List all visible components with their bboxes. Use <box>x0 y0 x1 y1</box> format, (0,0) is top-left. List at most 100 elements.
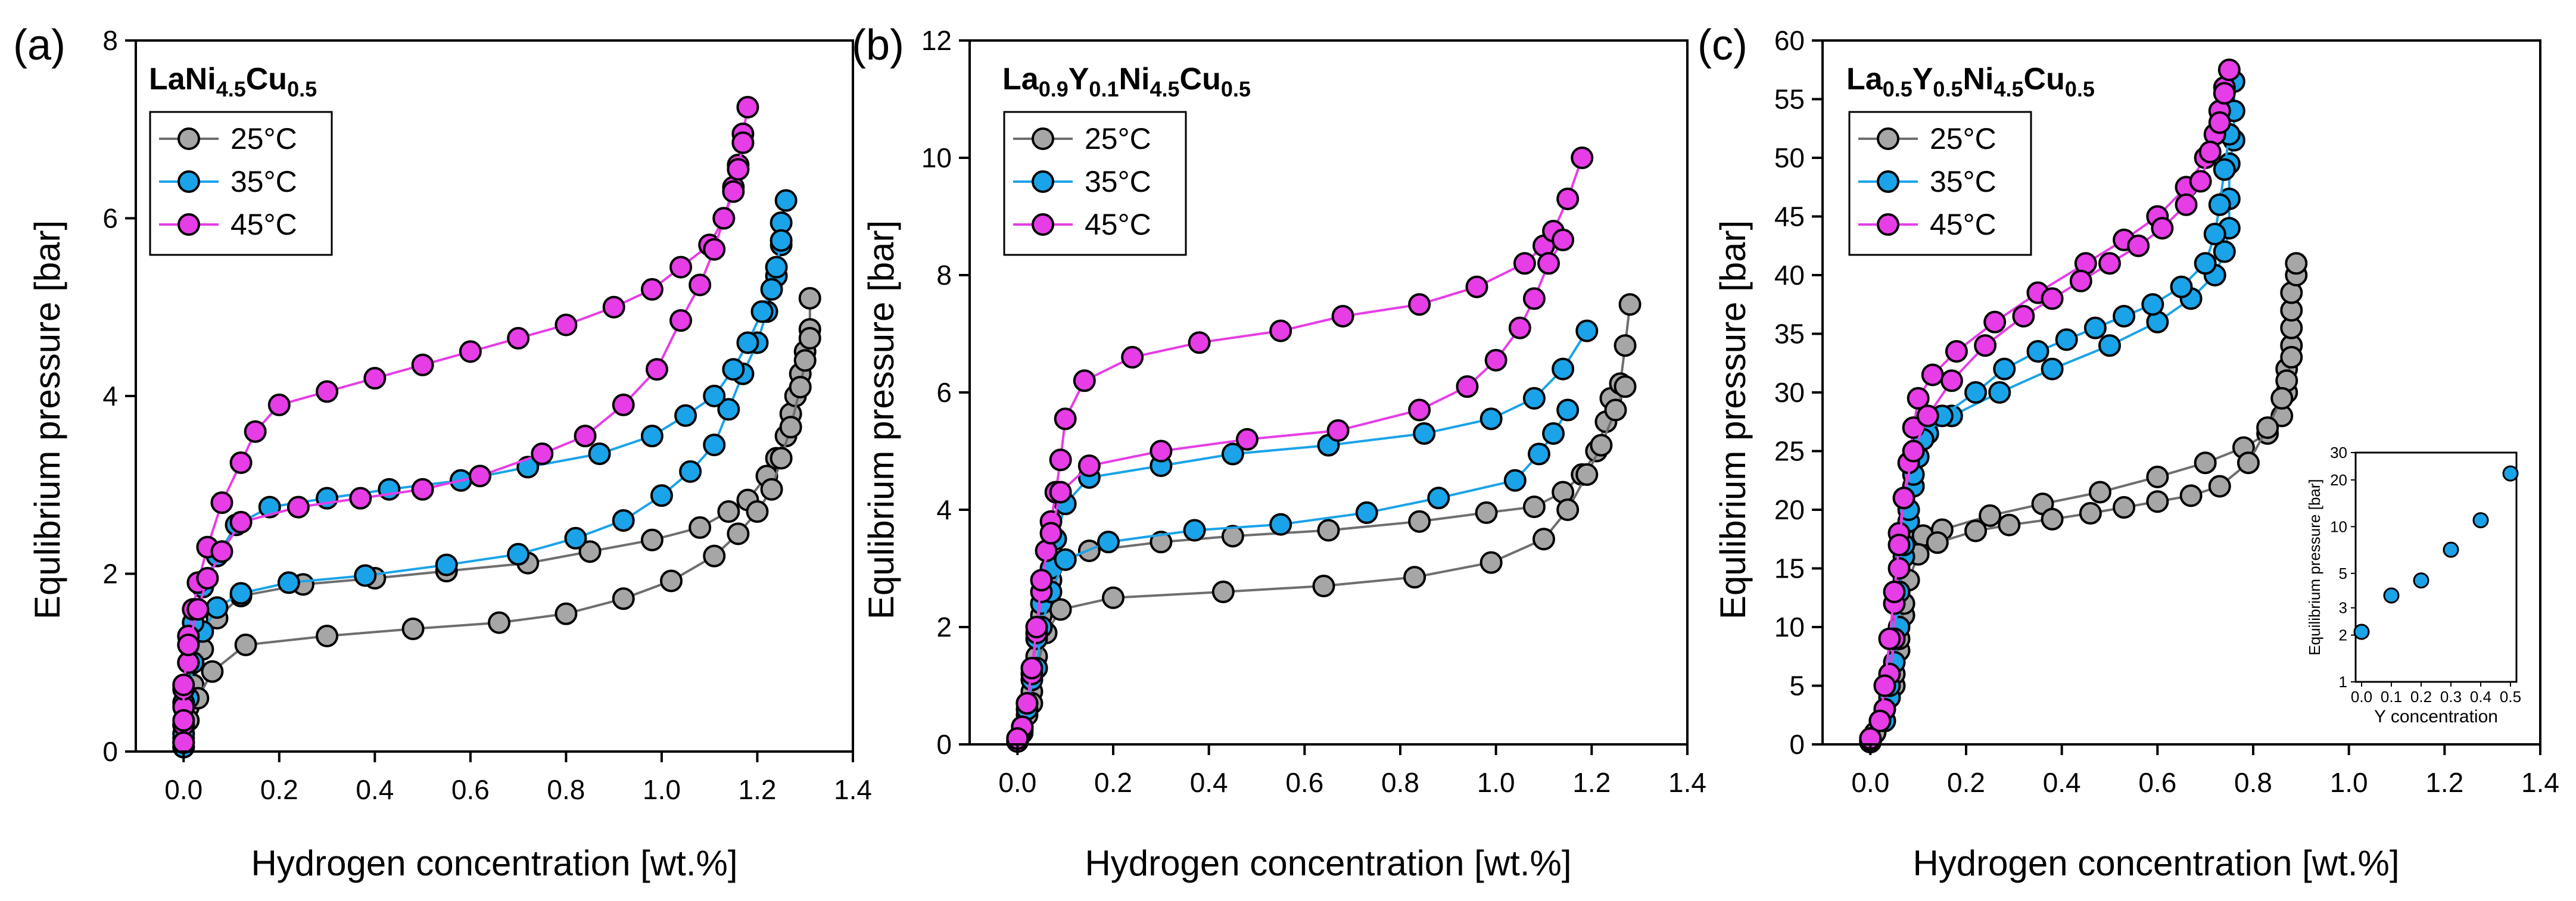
data-point <box>760 278 783 301</box>
data-point <box>1054 548 1077 571</box>
data-point <box>1552 228 1575 251</box>
data-point <box>1211 580 1235 603</box>
data-point <box>2198 141 2222 164</box>
data-point <box>1484 348 1507 372</box>
data-point <box>1556 398 1580 422</box>
data-point <box>354 564 377 587</box>
data-point <box>2194 252 2217 275</box>
y-tick-label: 5 <box>1789 671 1805 702</box>
data-point <box>640 425 664 448</box>
data-point <box>186 598 210 621</box>
data-point <box>1408 398 1431 422</box>
data-point <box>1988 381 2011 404</box>
data-point <box>789 376 812 399</box>
inset-x-tick-label: 0.5 <box>2500 688 2521 706</box>
x-tick-label: 0.8 <box>2234 767 2272 798</box>
data-point <box>1571 146 1594 169</box>
data-point <box>411 478 434 501</box>
data-point <box>555 313 578 336</box>
data-point <box>2280 345 2303 369</box>
series-line <box>1869 263 2298 743</box>
y-axis-label-c: Equlibrium pressure [bar] <box>1713 220 1753 619</box>
legend-label: 45°C <box>1085 208 1151 241</box>
legend-label: 45°C <box>230 208 297 241</box>
data-point <box>2175 193 2198 216</box>
y-tick-label: 20 <box>1774 494 1805 525</box>
x-tick-label: 0.2 <box>1947 767 1985 798</box>
title-b-base: La <box>1002 62 1039 96</box>
data-point <box>1964 519 1988 543</box>
x-tick-label: 0.4 <box>356 774 394 805</box>
series-line <box>182 298 811 747</box>
x-tick-label: 1.0 <box>643 774 681 805</box>
x-tick-label: 1.4 <box>1668 767 1706 798</box>
inset-x-tick-label: 0.0 <box>2351 688 2372 706</box>
y-tick-label: 8 <box>936 260 952 291</box>
panel-label-b: (b) <box>852 21 904 69</box>
data-point <box>703 238 726 261</box>
inset-x-tick-label: 0.4 <box>2470 688 2491 706</box>
data-point <box>2098 252 2121 275</box>
data-point <box>286 495 310 519</box>
data-point <box>1878 627 1901 650</box>
data-point <box>2217 58 2241 82</box>
x-axis-label-c: Hydrogen concentration [wt.%] <box>1912 843 2399 883</box>
data-point <box>2208 193 2231 216</box>
y-tick-label: 60 <box>1774 25 1805 56</box>
data-point <box>578 540 602 563</box>
data-point <box>401 618 425 641</box>
data-point <box>1150 531 1173 554</box>
data-point <box>1479 551 1503 574</box>
legend-marker <box>1877 127 1899 150</box>
inset-y-tick-label: 3 <box>2339 599 2347 617</box>
data-point <box>2146 465 2169 488</box>
title-a-mid: Cu <box>246 62 287 96</box>
data-point <box>172 731 195 755</box>
data-point <box>531 442 554 466</box>
x-tick-label: 1.0 <box>2330 767 2368 798</box>
x-tick-label: 0.0 <box>164 774 203 805</box>
data-point <box>172 709 195 732</box>
data-point <box>2203 223 2226 246</box>
data-point <box>760 478 783 501</box>
data-point <box>1892 487 1915 510</box>
x-tick-label: 0.6 <box>2138 767 2176 798</box>
data-point <box>1077 454 1101 478</box>
data-point <box>2055 328 2078 351</box>
data-point <box>612 509 635 532</box>
y-axis-label-b: Equlibrium pressure [bar] <box>861 220 901 619</box>
data-point <box>1054 407 1077 431</box>
data-point <box>588 442 611 466</box>
y-tick-label: 45 <box>1774 201 1805 232</box>
data-point <box>770 447 793 470</box>
data-point <box>2069 269 2092 292</box>
data-point <box>468 464 491 488</box>
inset-data-point <box>2443 541 2459 558</box>
data-point <box>1020 656 1044 679</box>
title-c-mid: Y <box>1912 62 1933 96</box>
data-point <box>1508 316 1531 339</box>
title-a-sub1: 4.5 <box>216 77 246 101</box>
inset-y-tick-label: 20 <box>2330 471 2347 489</box>
inset-y-tick-label: 5 <box>2339 565 2347 582</box>
data-point <box>1522 287 1546 310</box>
data-point <box>1235 428 1259 451</box>
data-point <box>2088 481 2111 504</box>
inset-x-tick-label: 0.2 <box>2410 688 2432 706</box>
data-point <box>2208 475 2231 498</box>
legend-label: 45°C <box>1930 208 1996 241</box>
legend-marker <box>1877 213 1899 236</box>
legend-label: 35°C <box>1930 165 1996 198</box>
data-point <box>277 571 300 594</box>
data-point <box>1025 616 1048 638</box>
data-point <box>602 295 625 319</box>
data-point <box>1097 531 1120 554</box>
chart-title-a: LaNi4.5Cu0.5 <box>149 62 317 101</box>
panel-label-a: (a) <box>13 21 66 69</box>
data-point <box>640 528 664 551</box>
data-point <box>2098 334 2121 357</box>
y-tick-label: 0 <box>936 729 952 760</box>
panel-b: (b) 0.0 0.2 0.4 0.6 0.8 1.0 1.2 1.4 0 2 4 6 8 10 12 25°… <box>852 21 1706 883</box>
inset-y-axis-label: Equilibrium pressure [bar] <box>2306 479 2323 655</box>
data-point <box>2213 82 2236 105</box>
